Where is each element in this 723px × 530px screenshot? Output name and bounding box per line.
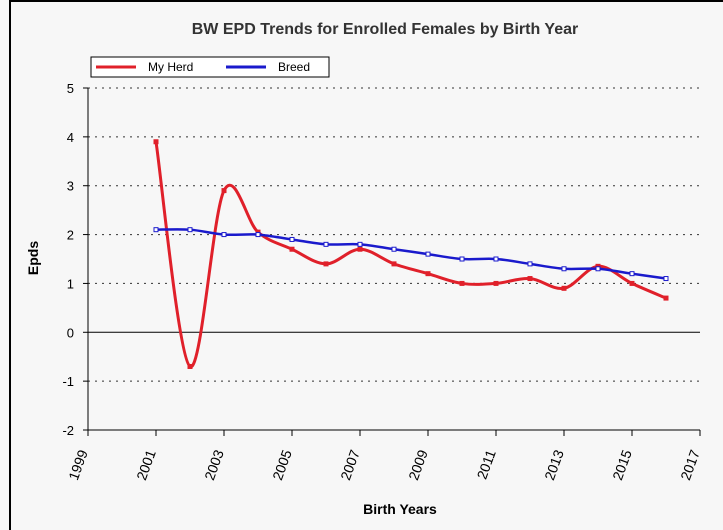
point-marker [391, 246, 397, 252]
point-marker [595, 266, 601, 272]
x-axis-label: Birth Years [363, 501, 437, 517]
point-marker [493, 256, 499, 262]
point-marker [187, 363, 193, 369]
point-marker [323, 261, 329, 267]
point-marker [289, 236, 295, 242]
point-marker [289, 246, 295, 252]
point-marker [357, 241, 363, 247]
point-marker [221, 188, 227, 194]
plot-area [88, 88, 700, 430]
point-marker [221, 232, 227, 238]
y-tick-label: -2 [62, 423, 74, 438]
point-marker [187, 227, 193, 233]
series-line [154, 141, 667, 369]
y-tick-label: -1 [62, 374, 74, 389]
point-marker [527, 261, 533, 267]
point-marker [663, 295, 669, 301]
y-tick-label: 5 [67, 81, 74, 96]
point-marker [323, 241, 329, 247]
point-marker [153, 139, 159, 145]
chart-title: BW EPD Trends for Enrolled Females by Bi… [192, 21, 578, 38]
point-marker [153, 227, 159, 233]
point-marker [629, 271, 635, 277]
series-line [155, 228, 667, 280]
point-marker [459, 280, 465, 286]
legend-label: My Herd [148, 60, 193, 74]
y-axis-label: Epds [25, 241, 41, 275]
point-marker [255, 232, 261, 238]
y-tick-label: 0 [67, 325, 74, 340]
point-marker [425, 271, 431, 277]
point-marker [391, 261, 397, 267]
point-marker [459, 256, 465, 262]
y-tick-label: 1 [67, 276, 74, 291]
point-marker [561, 285, 567, 291]
point-marker [527, 276, 533, 282]
y-tick-label: 2 [67, 228, 74, 243]
point-marker [425, 251, 431, 257]
point-marker [663, 276, 669, 282]
point-marker [493, 280, 499, 286]
point-marker [629, 280, 635, 286]
point-marker [357, 246, 363, 252]
point-marker [561, 266, 567, 272]
y-tick-label: 4 [67, 130, 74, 145]
legend-label: Breed [278, 60, 310, 74]
legend-box [90, 56, 330, 78]
y-tick-label: 3 [67, 179, 74, 194]
